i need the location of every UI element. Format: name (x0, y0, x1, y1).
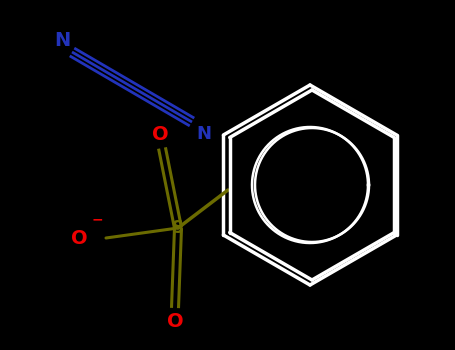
Text: N: N (196, 125, 211, 143)
Text: O: O (152, 125, 168, 144)
Text: S: S (172, 219, 184, 237)
Text: −: − (92, 212, 104, 226)
Text: O: O (167, 312, 183, 331)
Text: N: N (54, 31, 70, 50)
Text: O: O (71, 229, 88, 247)
